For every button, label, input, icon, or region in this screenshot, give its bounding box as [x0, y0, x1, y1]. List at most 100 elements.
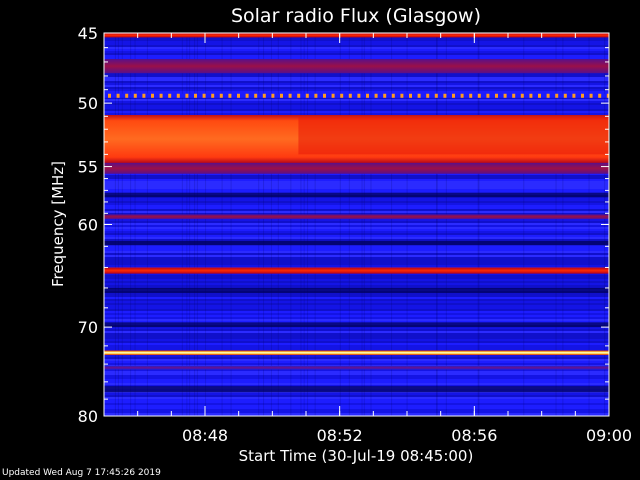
- texture-row: [104, 263, 609, 265]
- texture-row: [104, 385, 609, 387]
- texture-row: [104, 197, 609, 199]
- texture-column: [117, 33, 119, 416]
- texture-row: [104, 211, 609, 213]
- y-tick-label: 55: [78, 158, 98, 177]
- plot-area: [104, 33, 609, 416]
- texture-row: [104, 111, 609, 113]
- noise-texture: [104, 33, 609, 416]
- texture-row: [104, 307, 609, 309]
- texture-column: [186, 33, 188, 416]
- texture-row: [104, 97, 609, 99]
- band-dot: [374, 93, 378, 98]
- band-dot: [245, 93, 249, 98]
- band-dot: [254, 93, 258, 98]
- texture-column: [130, 33, 132, 416]
- texture-row: [104, 73, 609, 75]
- texture-row: [104, 49, 609, 51]
- texture-row: [104, 375, 609, 377]
- texture-row: [104, 285, 609, 287]
- texture-column: [205, 33, 207, 416]
- texture-column: [562, 33, 564, 416]
- texture-row: [104, 299, 609, 301]
- texture-column: [300, 33, 302, 416]
- band-dot: [357, 93, 361, 98]
- texture-row: [104, 331, 609, 333]
- dark-streak: [104, 322, 609, 328]
- texture-column: [436, 33, 438, 416]
- texture-row: [104, 413, 609, 415]
- y-tick-label: 60: [78, 216, 98, 235]
- texture-row: [104, 277, 609, 279]
- band-medium: [104, 59, 609, 74]
- band-dot: [391, 93, 395, 98]
- texture-row: [104, 57, 609, 59]
- texture-row: [104, 89, 609, 91]
- texture-row: [104, 177, 609, 179]
- texture-row: [104, 43, 609, 45]
- texture-row: [104, 407, 609, 409]
- band-dot: [323, 93, 326, 98]
- band-dot: [116, 93, 120, 98]
- texture-row: [104, 303, 609, 305]
- texture-row: [104, 235, 609, 237]
- texture-row: [104, 213, 609, 215]
- texture-row: [104, 245, 609, 247]
- texture-row: [104, 183, 609, 185]
- band-dot: [452, 93, 455, 98]
- band-medium: [104, 214, 609, 219]
- texture-row: [104, 219, 609, 221]
- texture-row: [104, 293, 609, 295]
- texture-column: [134, 33, 136, 416]
- texture-row: [104, 265, 609, 267]
- texture-row: [104, 41, 609, 43]
- band-dot: [366, 93, 369, 98]
- texture-row: [104, 383, 609, 385]
- x-tick-label: 09:00: [586, 426, 632, 445]
- dark-streak: [104, 287, 609, 293]
- band-high: [104, 33, 609, 38]
- x-axis-label: Start Time (30-Jul-19 08:45:00): [239, 447, 474, 465]
- band-dot: [563, 93, 567, 98]
- texture-row: [104, 203, 609, 205]
- texture-column: [588, 33, 590, 416]
- band-low-medium: [104, 365, 609, 370]
- texture-row: [104, 343, 609, 345]
- texture-row: [104, 199, 609, 201]
- texture-row: [104, 305, 609, 307]
- band-dot: [512, 93, 516, 98]
- texture-row: [104, 251, 609, 253]
- band-dot: [271, 93, 275, 98]
- band-dot: [409, 93, 412, 98]
- band-dot: [426, 93, 430, 98]
- band-dot: [495, 93, 498, 98]
- texture-column: [258, 33, 260, 416]
- band-dot: [555, 93, 559, 98]
- texture-row: [104, 395, 609, 397]
- texture-column: [478, 33, 480, 416]
- band-dot: [133, 93, 137, 98]
- band-dot: [538, 93, 541, 98]
- texture-row: [104, 55, 609, 57]
- texture-column: [391, 33, 393, 416]
- texture-column: [477, 33, 479, 416]
- band-dot: [305, 93, 309, 98]
- band-dot: [417, 93, 421, 98]
- band-dot: [520, 93, 524, 98]
- texture-row: [104, 83, 609, 85]
- texture-row: [104, 301, 609, 303]
- texture-column: [339, 33, 341, 416]
- texture-row: [104, 207, 609, 209]
- texture-row: [104, 201, 609, 203]
- band-high: [104, 267, 609, 274]
- texture-row: [104, 315, 609, 317]
- texture-row: [104, 405, 609, 407]
- dotted-band-markers: [108, 93, 609, 98]
- texture-column: [348, 33, 350, 416]
- texture-row: [104, 373, 609, 375]
- texture-column: [189, 33, 191, 416]
- texture-row: [104, 173, 609, 175]
- texture-column: [555, 33, 557, 416]
- texture-row: [104, 345, 609, 347]
- y-tick-label: 80: [78, 407, 98, 426]
- texture-column: [277, 33, 279, 416]
